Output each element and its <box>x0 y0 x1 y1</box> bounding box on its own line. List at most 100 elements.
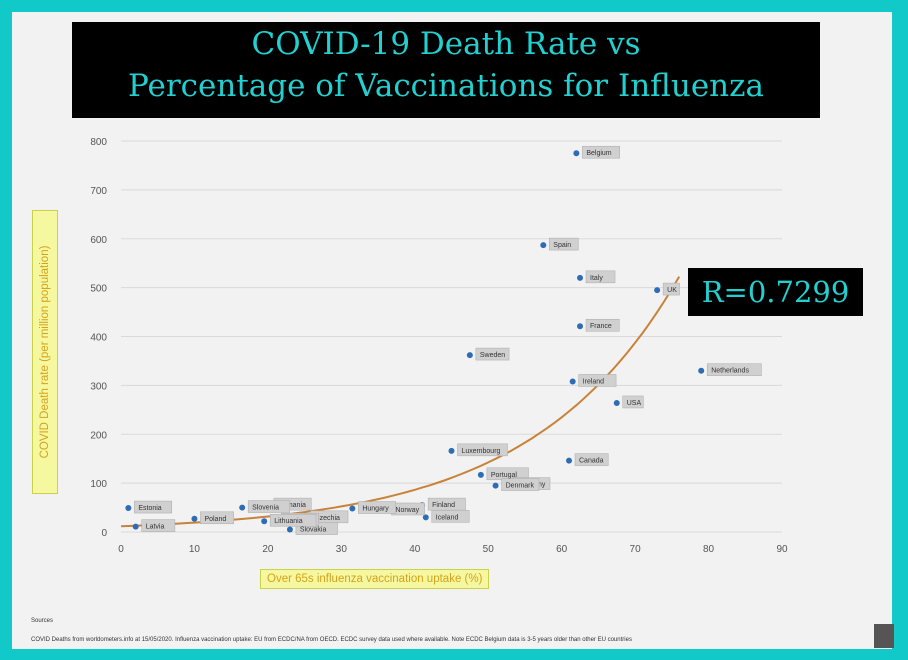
gridlines <box>121 140 782 533</box>
point-label-box <box>582 145 621 159</box>
point-marker <box>448 447 455 454</box>
data-point-slovenia: Slovenia <box>239 500 291 513</box>
data-points: Belgium Spain Italy UK France Sweden Ireland Ne… <box>125 145 762 535</box>
point-marker <box>349 505 356 512</box>
point-marker <box>477 471 484 478</box>
point-label-box <box>706 363 762 376</box>
axis-ticks: 0 100 200 300 400 500 600 700 800 0 10 20 30 40 50 60 70… <box>90 137 788 555</box>
point-marker <box>492 482 499 489</box>
slide-frame: 0 100 200 300 400 500 600 700 800 0 10 20 30 40 50 60 70… <box>12 12 894 649</box>
point-marker <box>566 457 573 464</box>
x-tick-label: 10 <box>189 544 201 555</box>
point-label: Latvia <box>146 524 165 531</box>
point-marker <box>569 378 576 385</box>
data-point-belgium: Belgium <box>573 145 621 159</box>
point-label: Luxembourg <box>462 448 501 455</box>
chart-title-line-1: COVID-19 Death Rate vs <box>251 26 641 62</box>
point-marker <box>577 274 584 281</box>
y-tick-label: 500 <box>90 284 107 295</box>
y-axis-label: COVID Death rate (per million population… <box>39 245 51 459</box>
point-label-box <box>662 282 680 296</box>
sources-footnote: COVID Deaths from worldometers.info at 1… <box>31 637 632 643</box>
data-point-estonia: Estonia <box>125 500 172 514</box>
point-label: Poland <box>204 516 226 523</box>
point-label: Ireland <box>583 378 605 385</box>
data-point-italy: Italy <box>577 270 616 284</box>
point-label: USA <box>627 400 642 407</box>
point-label-box <box>200 511 234 525</box>
x-tick-label: 60 <box>556 544 568 555</box>
point-label: UK <box>667 287 677 294</box>
data-point-latvia: Latvia <box>132 519 176 532</box>
point-marker <box>422 514 429 521</box>
point-label-box <box>622 395 644 409</box>
point-label: Portugal <box>491 472 518 479</box>
point-label-box <box>549 237 579 251</box>
point-marker <box>540 242 547 249</box>
x-tick-label: 70 <box>630 544 642 555</box>
data-point-uk: UK <box>654 282 680 296</box>
point-label: Lithuania <box>274 518 303 525</box>
data-point-luxembourg: Luxembourg <box>448 443 508 457</box>
point-marker <box>239 504 246 511</box>
point-label-box <box>475 347 510 361</box>
point-marker <box>573 150 580 157</box>
point-label: Spain <box>553 242 571 249</box>
y-axis-label-box: COVID Death rate (per million population… <box>32 210 58 494</box>
point-label: Norway <box>395 507 419 514</box>
point-label: Denmark <box>506 483 535 490</box>
y-tick-label: 400 <box>90 333 107 344</box>
point-label: Czechia <box>315 515 340 522</box>
point-label-box <box>578 374 617 387</box>
point-label: Iceland <box>436 514 459 521</box>
point-label-box <box>501 478 540 491</box>
x-tick-label: 80 <box>703 544 715 555</box>
point-label-box <box>247 500 291 513</box>
point-label-box <box>457 443 508 457</box>
point-label: Canada <box>579 458 604 465</box>
y-tick-label: 200 <box>90 430 107 441</box>
y-tick-label: 800 <box>90 137 107 148</box>
y-tick-label: 100 <box>90 479 107 490</box>
point-marker <box>613 399 620 406</box>
data-point-usa: USA <box>613 395 644 409</box>
x-tick-label: 40 <box>409 544 421 555</box>
chart-title-line-2: Percentage of Vaccinations for Influenza <box>128 68 764 104</box>
x-tick-label: 30 <box>336 544 348 555</box>
data-point-sweden: Sweden <box>466 347 510 361</box>
point-label: Netherlands <box>711 368 749 375</box>
data-point-poland: Poland <box>191 511 234 525</box>
x-tick-label: 50 <box>483 544 495 555</box>
x-tick-label: 90 <box>776 544 788 555</box>
point-label: Slovenia <box>252 505 279 512</box>
point-label: Italy <box>590 275 603 282</box>
point-label: Slovakia <box>300 527 327 534</box>
point-label-box <box>358 501 397 514</box>
point-label: Romania <box>278 502 306 509</box>
point-label: Belgium <box>586 150 611 157</box>
point-marker <box>132 523 139 530</box>
point-marker <box>191 515 198 522</box>
point-label-box <box>585 270 616 284</box>
data-point-hungary: Hungary <box>349 501 397 514</box>
title-box: COVID-19 Death Rate vs Percentage of Vac… <box>72 22 820 118</box>
point-label: Hungary <box>362 506 389 513</box>
data-point-spain: Spain <box>540 237 579 251</box>
data-point-netherlands: Netherlands <box>698 363 762 376</box>
data-point-lithuania: Lithuania <box>261 513 317 527</box>
point-label: Estonia <box>138 505 161 512</box>
corner-tab <box>874 624 894 648</box>
data-point-finland: Finland <box>419 497 466 511</box>
point-label: Finland <box>432 502 455 509</box>
x-tick-label: 0 <box>118 544 124 555</box>
y-tick-label: 300 <box>90 381 107 392</box>
scatter-chart: 0 100 200 300 400 500 600 700 800 0 10 20 30 40 50 60 70… <box>90 137 788 555</box>
point-marker <box>577 323 584 330</box>
data-point-iceland: Iceland <box>422 510 470 523</box>
correlation-label: R=0.7299 <box>688 268 863 316</box>
point-label: Sweden <box>480 352 505 359</box>
sources-heading: Sources <box>31 618 54 624</box>
y-tick-label: 600 <box>90 235 107 246</box>
point-label-box <box>269 513 317 527</box>
point-marker <box>286 526 293 533</box>
